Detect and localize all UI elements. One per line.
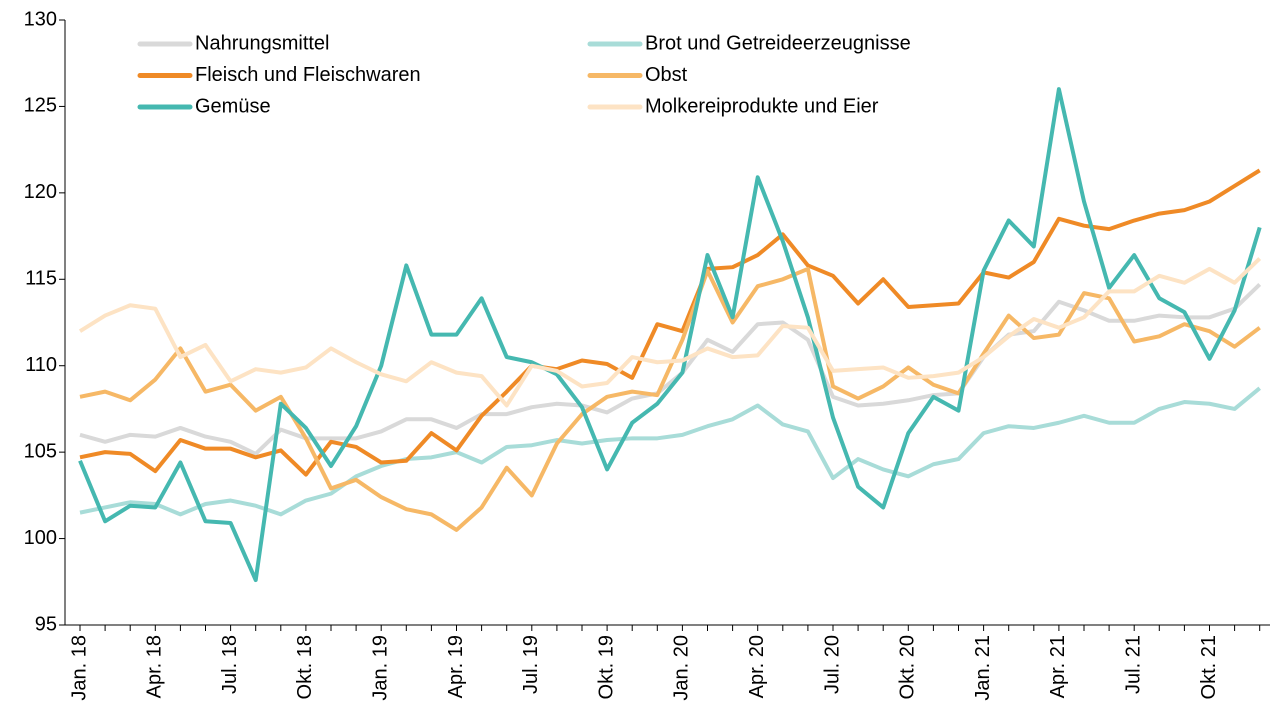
line-series [78, 257, 1262, 408]
y-tick-label: 120 [24, 181, 57, 203]
legend-label: Fleisch und Fleischwaren [195, 64, 421, 86]
legend-label: Gemüse [195, 95, 271, 117]
y-tick-label: 105 [24, 440, 57, 462]
x-tick-label: Jan. 18 [68, 635, 90, 701]
legend-label: Obst [645, 64, 688, 86]
x-tick-label: Okt. 18 [294, 635, 316, 699]
x-tick-label: Okt. 21 [1198, 635, 1220, 699]
y-tick-label: 100 [24, 527, 57, 549]
line-series [78, 87, 1262, 583]
x-tick-label: Jul. 21 [1122, 635, 1144, 694]
x-tick-label: Jan. 21 [972, 635, 994, 701]
x-tick-label: Apr. 21 [1047, 635, 1069, 698]
x-tick-label: Okt. 20 [897, 635, 919, 699]
y-tick-label: 130 [24, 8, 57, 30]
x-tick-label: Jul. 18 [219, 635, 241, 694]
line-series [79, 386, 1261, 517]
y-tick-label: 125 [24, 95, 57, 117]
x-tick-label: Jan. 20 [671, 635, 693, 701]
legend-label: Brot und Getreideerzeugnisse [645, 32, 911, 54]
y-tick-label: 110 [25, 354, 57, 376]
legend-label: Molkereiprodukte und Eier [645, 95, 879, 117]
x-tick-label: Jul. 20 [821, 635, 843, 694]
x-tick-label: Jul. 19 [520, 635, 542, 694]
x-tick-label: Apr. 20 [746, 635, 768, 698]
x-tick-label: Apr. 18 [144, 635, 166, 698]
x-tick-label: Apr. 19 [445, 635, 467, 698]
legend-label: Nahrungsmittel [195, 32, 330, 54]
line-series [79, 168, 1261, 477]
y-tick-label: 115 [25, 268, 57, 290]
x-tick-label: Jan. 19 [369, 635, 391, 701]
x-tick-label: Okt. 19 [595, 635, 617, 699]
y-tick-label: 95 [35, 613, 57, 635]
